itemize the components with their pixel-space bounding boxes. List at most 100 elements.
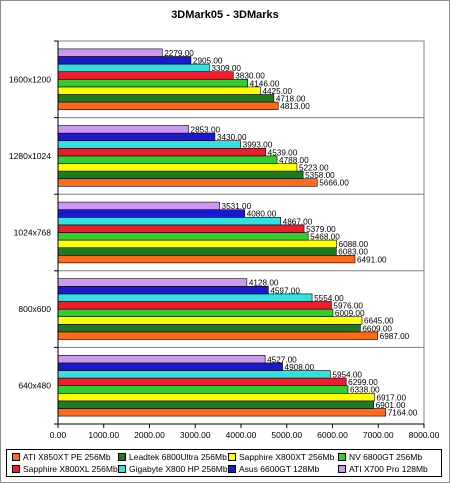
data-label: 3830.00: [235, 72, 265, 81]
data-label: 6987.00: [380, 332, 410, 341]
x-tick-label: 3000.00: [180, 430, 211, 440]
data-label: 6083.00: [338, 248, 368, 257]
data-label: 6901.00: [376, 401, 406, 410]
data-label: 4080.00: [247, 210, 277, 219]
legend-item: Leadtek 6800Ultra 256Mb: [118, 452, 227, 462]
category-label: 640x480: [18, 381, 51, 391]
bar: [57, 155, 278, 164]
bar: [57, 392, 375, 402]
bar: [57, 362, 283, 371]
legend-swatch: [228, 453, 236, 461]
bar: [57, 278, 248, 287]
bar: [57, 201, 220, 211]
data-label: 4425.00: [262, 87, 292, 96]
data-label: 3993.00: [243, 141, 273, 150]
legend: ATI X850XT PE 256Mb Leadtek 6800Ultra 256…: [6, 449, 442, 477]
legend-swatch: [118, 453, 126, 461]
bar: [57, 86, 261, 95]
bar: [57, 79, 248, 88]
data-label: 5358.00: [305, 171, 335, 180]
legend-item: NV 6800GT 256Mb: [338, 452, 422, 462]
data-label: 4146.00: [250, 79, 280, 88]
legend-swatch: [12, 453, 20, 461]
x-tick-label: 8000.00: [409, 430, 440, 440]
bar: [57, 354, 266, 364]
bar: [57, 400, 375, 409]
x-tick-label: 1000.00: [88, 430, 119, 440]
data-label: 4813.00: [280, 102, 310, 111]
data-label: 5554.00: [314, 294, 344, 303]
bar: [57, 94, 275, 103]
data-label: 6645.00: [364, 317, 394, 326]
bar: [57, 377, 347, 387]
bar: [57, 125, 189, 134]
x-tick-label: 6000.00: [317, 430, 348, 440]
data-label: 5223.00: [299, 164, 329, 173]
data-label: 6491.00: [357, 255, 387, 264]
data-label: 4128.00: [249, 279, 279, 288]
legend-item: ATI X700 Pro 128Mb: [338, 464, 428, 474]
legend-item: Asus 6600GT 128Mb: [228, 464, 319, 474]
data-label: 6009.00: [335, 309, 365, 318]
legend-item: Sapphire X800XL 256Mb: [12, 464, 118, 474]
data-label: 3531.00: [222, 202, 252, 211]
data-label: 6917.00: [376, 393, 406, 402]
bar: [57, 63, 210, 72]
x-tick-label: 7000.00: [363, 430, 394, 440]
data-label: 4718.00: [276, 95, 306, 104]
x-tick-label: 5000.00: [271, 430, 302, 440]
data-label: 6299.00: [348, 378, 378, 387]
data-label: 7164.00: [388, 409, 418, 418]
x-tick-label: 0.00: [50, 430, 67, 440]
bar: [57, 385, 349, 394]
data-label: 4908.00: [285, 363, 315, 372]
category-label: 1600x1200: [9, 74, 51, 84]
legend-swatch: [338, 453, 346, 461]
bar: [57, 209, 245, 218]
bar: [57, 331, 378, 340]
data-label: 5379.00: [306, 225, 336, 234]
bar: [57, 285, 269, 295]
bar: [57, 239, 337, 249]
legend-item: Sapphire X800XT 256Mb: [228, 452, 334, 462]
legend-item: Gigabyte X800 HP 256Mb: [118, 464, 228, 474]
bar: [57, 178, 318, 187]
legend-label: ATI X850XT PE 256Mb: [23, 452, 111, 462]
chart-title: 3DMark05 - 3DMarks: [171, 9, 279, 21]
bar: [57, 101, 279, 110]
x-tick-label: 4000.00: [226, 430, 257, 440]
category-label: 800x600: [18, 304, 51, 314]
bar: [57, 323, 361, 333]
data-label: 3309.00: [211, 64, 241, 73]
legend-swatch: [228, 465, 236, 473]
bar: [57, 48, 163, 57]
bar: [57, 140, 241, 149]
legend-label: NV 6800GT 256Mb: [349, 452, 423, 462]
bar: [57, 255, 356, 264]
bar: [57, 308, 334, 318]
bar: [57, 301, 332, 310]
data-label: 4788.00: [279, 156, 309, 165]
data-label: 2853.00: [191, 126, 221, 135]
legend-label: Sapphire X800XT 256Mb: [239, 452, 335, 462]
legend-label: Gigabyte X800 HP 256Mb: [129, 464, 228, 474]
data-label: 5954.00: [332, 371, 362, 380]
data-label: 2905.00: [193, 57, 223, 66]
legend-swatch: [338, 465, 346, 473]
data-label: 6338.00: [350, 386, 380, 395]
legend-label: ATI X700 Pro 128Mb: [349, 464, 428, 474]
legend-swatch: [118, 465, 126, 473]
bar: [57, 163, 298, 172]
data-label: 6088.00: [339, 240, 369, 249]
data-label: 5976.00: [333, 302, 363, 311]
bar: [57, 408, 387, 417]
data-label: 5468.00: [310, 233, 340, 242]
legend-label: Leadtek 6800Ultra 256Mb: [129, 452, 227, 462]
legend-label: Asus 6600GT 128Mb: [239, 464, 320, 474]
bar: [57, 170, 304, 180]
category-label: 1024x768: [14, 228, 52, 238]
data-label: 4527.00: [267, 355, 297, 364]
bar: [57, 148, 266, 157]
data-label: 4597.00: [270, 286, 300, 295]
bar: [57, 316, 363, 325]
